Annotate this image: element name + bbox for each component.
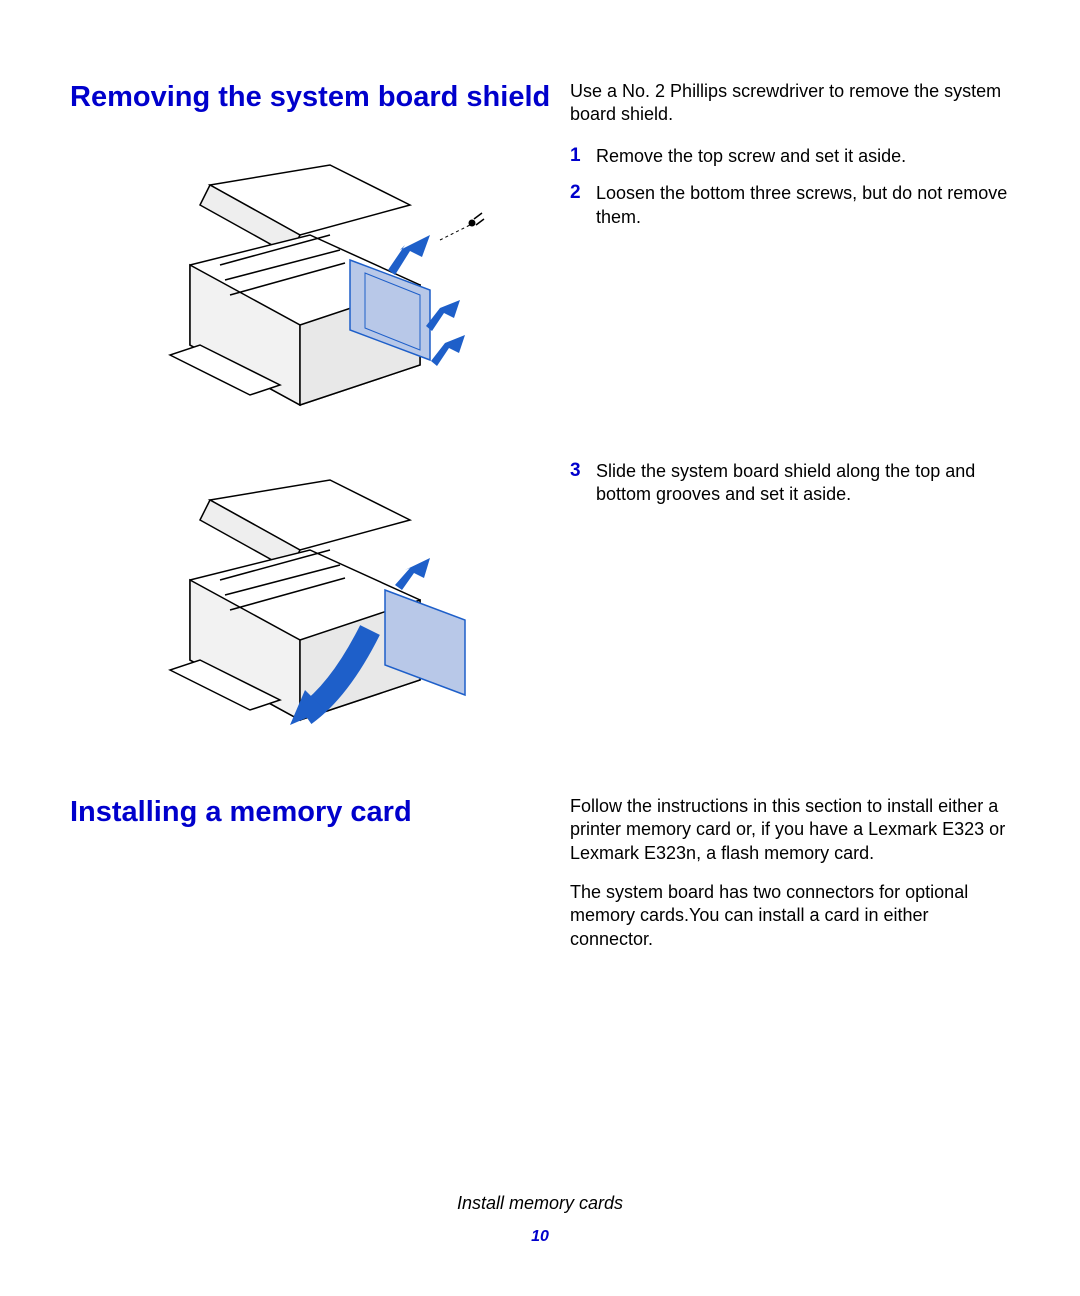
left-column: Installing a memory card — [70, 795, 560, 850]
step-list-2: 3 Slide the system board shield along th… — [570, 460, 1010, 507]
paragraph: The system board has two connectors for … — [570, 881, 1010, 951]
left-column — [70, 460, 560, 765]
printer-slide-illustration — [130, 460, 500, 740]
step-text: Loosen the bottom three screws, but do n… — [596, 182, 1010, 229]
footer-title: Install memory cards — [0, 1193, 1080, 1214]
page-number: 10 — [0, 1228, 1080, 1246]
step-number: 2 — [570, 182, 596, 204]
step-number: 1 — [570, 145, 596, 167]
page-footer: Install memory cards 10 — [0, 1193, 1080, 1246]
right-column: Follow the instructions in this section … — [560, 795, 1010, 967]
section-slide-shield: 3 Slide the system board shield along th… — [70, 460, 1010, 765]
printer-screws-illustration — [130, 145, 500, 425]
section-installing-memory: Installing a memory card Follow the inst… — [70, 795, 1010, 967]
step-number: 3 — [570, 460, 596, 482]
left-column: Removing the system board shield — [70, 80, 560, 450]
step-item: 2 Loosen the bottom three screws, but do… — [570, 182, 1010, 229]
heading-installing-memory: Installing a memory card — [70, 795, 560, 830]
step-text: Slide the system board shield along the … — [596, 460, 1010, 507]
step-item: 3 Slide the system board shield along th… — [570, 460, 1010, 507]
intro-text: Use a No. 2 Phillips screwdriver to remo… — [570, 80, 1010, 127]
right-column: 3 Slide the system board shield along th… — [560, 460, 1010, 521]
step-text: Remove the top screw and set it aside. — [596, 145, 1010, 168]
section-removing-shield: Removing the system board shield — [70, 80, 1010, 450]
heading-removing-shield: Removing the system board shield — [70, 80, 560, 115]
step-list-1: 1 Remove the top screw and set it aside.… — [570, 145, 1010, 229]
paragraph: Follow the instructions in this section … — [570, 795, 1010, 865]
right-column: Use a No. 2 Phillips screwdriver to remo… — [560, 80, 1010, 243]
step-item: 1 Remove the top screw and set it aside. — [570, 145, 1010, 168]
